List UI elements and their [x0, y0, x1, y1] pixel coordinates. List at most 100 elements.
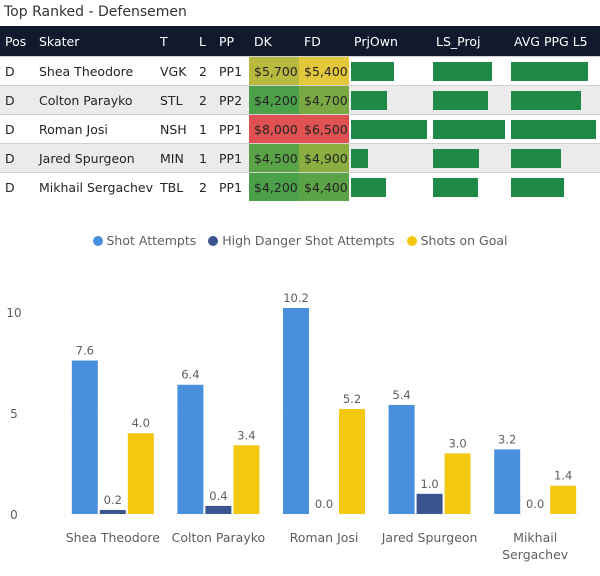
col-header-pos[interactable]: Pos [0, 26, 34, 57]
cell-pp: PP2 [214, 85, 249, 115]
prjown-bar [351, 61, 394, 81]
x-tick-label: Shea Theodore [66, 530, 161, 545]
cell-skater: Colton Parayko [34, 85, 155, 115]
cell-skater: Roman Josi [34, 114, 155, 144]
cell-skater: Mikhail Sergachev [34, 172, 155, 201]
data-label: 6.4 [181, 368, 199, 382]
data-label: 1.0 [420, 477, 438, 491]
col-header-avg-ppg[interactable]: AVG PPG L5 [509, 26, 600, 57]
legend-dot [208, 236, 219, 246]
legend-item-high-danger[interactable]: High Danger Shot Attempts [208, 233, 395, 248]
cell-line: 2 [194, 85, 214, 115]
table-row[interactable]: D Roman Josi NSH 1 PP1 $8,000 $6,500 [0, 114, 600, 144]
x-tick-label: Jared Spurgeon [381, 530, 478, 545]
cell-fd-salary: $4,400 [299, 172, 349, 201]
cell-dk-salary: $4,500 [249, 143, 299, 173]
bar [177, 384, 204, 514]
y-tick-label: 0 [10, 508, 18, 522]
cell-line: 2 [194, 56, 214, 86]
ls-proj-bar [433, 61, 493, 81]
cell-fd-salary: $4,700 [299, 85, 349, 115]
bar [550, 485, 577, 514]
cell-pos: D [0, 172, 34, 201]
bar [71, 360, 98, 514]
avg-ppg-bar [511, 119, 596, 139]
prjown-bar [351, 177, 386, 197]
cell-team: VGK [155, 56, 194, 86]
bar [339, 408, 365, 514]
data-label: 0.4 [209, 489, 227, 503]
legend-label: Shots on Goal [420, 233, 508, 248]
prjown-bar [351, 119, 427, 139]
data-label: 0.2 [104, 493, 122, 507]
avg-ppg-bar [511, 90, 581, 110]
cell-pp: PP1 [214, 172, 249, 201]
bar [127, 433, 154, 514]
cell-team: TBL [155, 172, 194, 201]
data-label: 3.4 [237, 428, 255, 442]
cell-dk-salary: $5,700 [249, 56, 299, 86]
prjown-bar [351, 90, 388, 110]
data-label: 5.2 [343, 392, 361, 406]
shots-bar-chart: 0 5 10 7.6 0.2 4.0 Shea Theodore 6.4 0.4 3.4 Colto… [6, 291, 588, 562]
bar [283, 308, 309, 514]
data-label: 0.0 [315, 497, 333, 511]
cell-pos: D [0, 114, 34, 144]
cell-line: 1 [194, 114, 214, 144]
legend-dot [406, 236, 417, 246]
cell-dk-salary: $4,200 [249, 85, 299, 115]
y-tick-label: 5 [10, 407, 18, 421]
data-label: 7.6 [76, 344, 94, 358]
bar [494, 449, 521, 514]
ls-proj-bar [433, 148, 480, 168]
cell-team: STL [155, 85, 194, 115]
legend-item-shots-on-goal[interactable]: Shots on Goal [406, 233, 508, 248]
col-header-team[interactable]: T [155, 26, 194, 57]
report-title: Top Ranked - Defensemen [4, 4, 187, 20]
chart-legend: Shot Attempts High Danger Shot Attempts … [0, 233, 600, 248]
x-tick-label: Sergachev [502, 547, 569, 562]
legend-item-shot-attempts[interactable]: Shot Attempts [92, 233, 197, 248]
table-row[interactable]: D Jared Spurgeon MIN 1 PP1 $4,500 $4,900 [0, 143, 600, 173]
ls-proj-bar [433, 177, 478, 197]
x-tick-label: Mikhail [513, 530, 557, 545]
data-label: 1.4 [554, 469, 572, 483]
table-header-row: Pos Skater T L PP DK FD PrjOwn LS_Proj A… [0, 26, 600, 57]
col-header-dk[interactable]: DK [249, 26, 299, 57]
cell-pp: PP1 [214, 143, 249, 173]
x-tick-label: Colton Parayko [172, 530, 266, 545]
prjown-bar [351, 148, 368, 168]
cell-fd-salary: $4,900 [299, 143, 349, 173]
defensemen-table: Pos Skater T L PP DK FD PrjOwn LS_Proj A… [0, 26, 600, 201]
table-row[interactable]: D Colton Parayko STL 2 PP2 $4,200 $4,700 [0, 85, 600, 115]
col-header-prjown[interactable]: PrjOwn [349, 26, 431, 57]
cell-skater: Jared Spurgeon [34, 143, 155, 173]
bar [205, 505, 232, 514]
x-tick-label: Roman Josi [290, 530, 359, 545]
legend-label: High Danger Shot Attempts [222, 233, 395, 248]
bar [444, 453, 471, 514]
data-label: 10.2 [283, 291, 309, 305]
data-label: 3.0 [448, 436, 466, 450]
col-header-pp[interactable]: PP [214, 26, 249, 57]
data-label: 5.4 [392, 388, 410, 402]
avg-ppg-bar [511, 61, 588, 81]
cell-dk-salary: $4,200 [249, 172, 299, 201]
cell-line: 2 [194, 172, 214, 201]
table-row[interactable]: D Mikhail Sergachev TBL 2 PP1 $4,200 $4,… [0, 172, 600, 201]
cell-pos: D [0, 56, 34, 86]
cell-fd-salary: $5,400 [299, 56, 349, 86]
col-header-ls-proj[interactable]: LS_Proj [431, 26, 509, 57]
legend-label: Shot Attempts [106, 233, 197, 248]
col-header-line[interactable]: L [194, 26, 214, 57]
cell-dk-salary: $8,000 [249, 114, 299, 144]
col-header-skater[interactable]: Skater [34, 26, 155, 57]
cell-fd-salary: $6,500 [299, 114, 349, 144]
bar [388, 404, 415, 514]
avg-ppg-bar [511, 177, 564, 197]
table-row[interactable]: D Shea Theodore VGK 2 PP1 $5,700 $5,400 [0, 56, 600, 86]
cell-skater: Shea Theodore [34, 56, 155, 86]
col-header-fd[interactable]: FD [299, 26, 349, 57]
y-tick-label: 10 [6, 306, 21, 320]
avg-ppg-bar [511, 148, 562, 168]
